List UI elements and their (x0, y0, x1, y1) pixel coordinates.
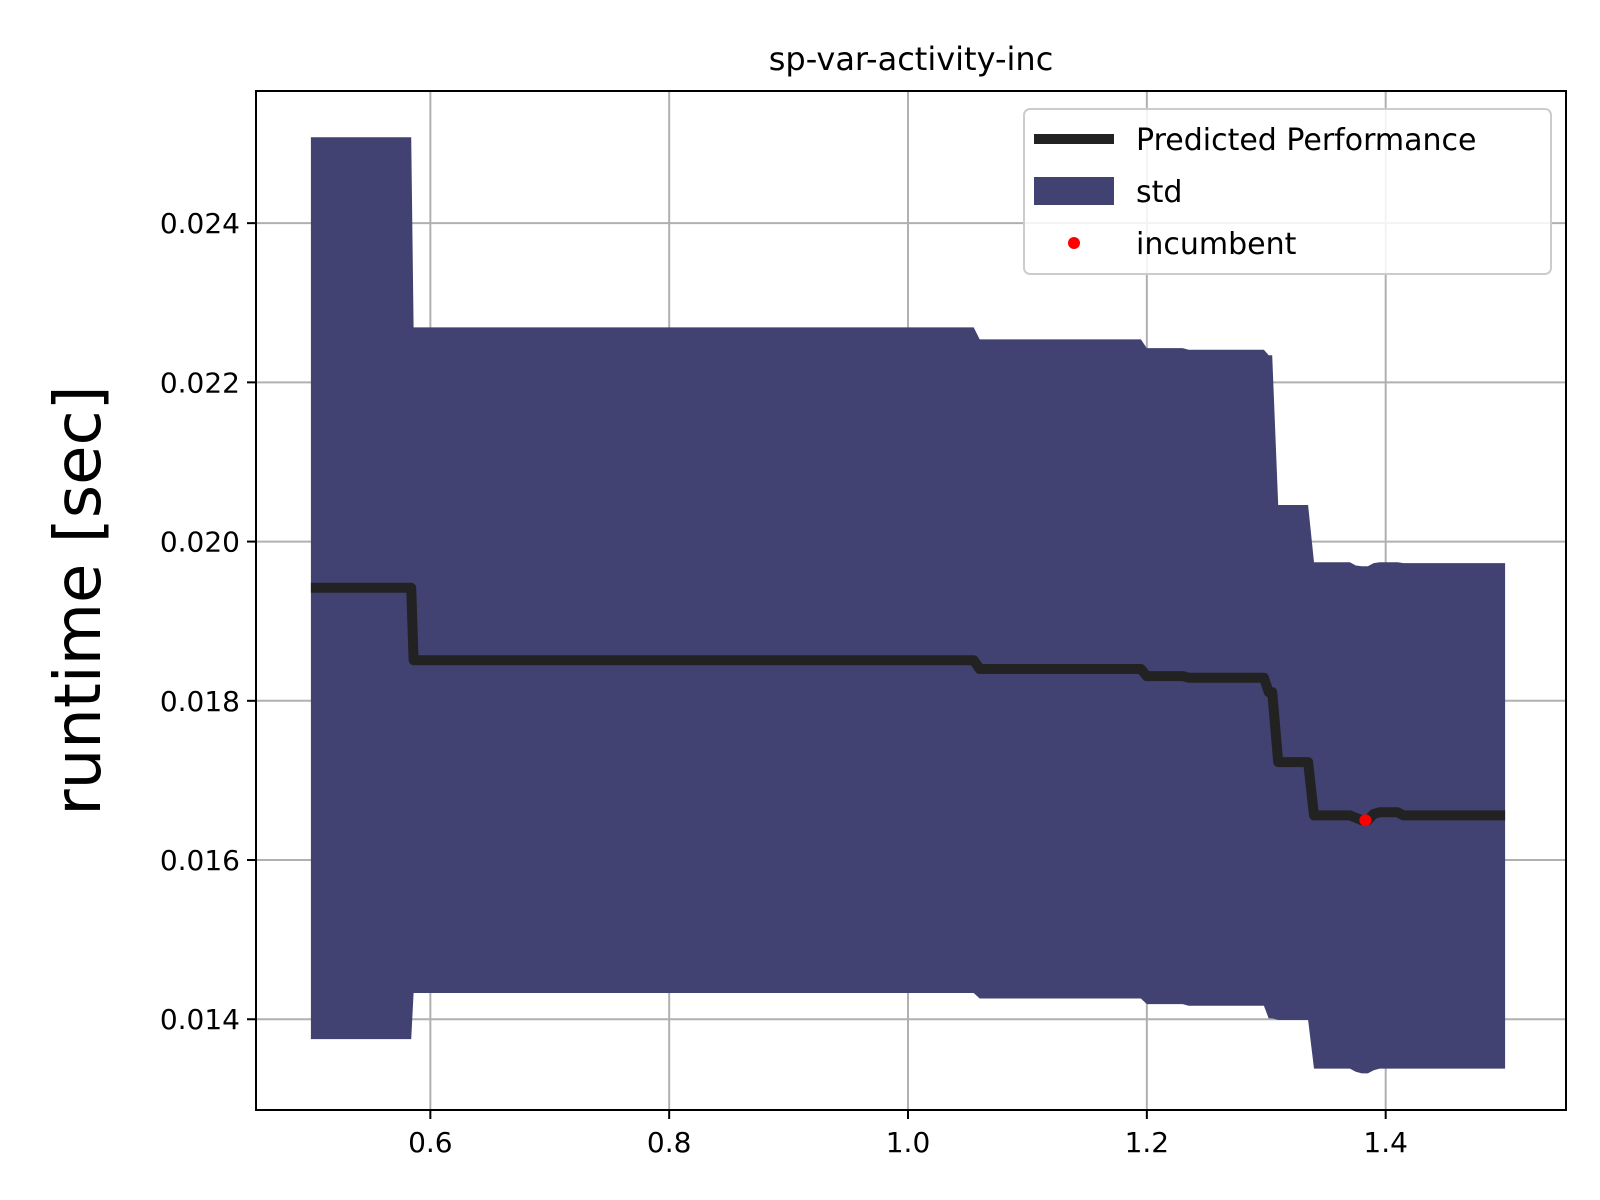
y-tick-label: 0.018 (160, 685, 240, 718)
y-tick-label: 0.024 (160, 207, 240, 240)
legend: Predicted Performance std incumbent (1023, 108, 1552, 275)
legend-label: Predicted Performance (1136, 123, 1476, 158)
predicted-performance-line (310, 582, 1506, 826)
axes-frame (255, 90, 1567, 1111)
y-tick-label: 0.014 (160, 1003, 240, 1036)
y-tick-label: 0.022 (160, 366, 240, 399)
legend-label: std (1136, 175, 1182, 210)
x-tick-label: 0.8 (647, 1126, 692, 1159)
y-tick-label: 0.016 (160, 844, 240, 877)
legend-label: incumbent (1136, 227, 1297, 262)
x-tick-label: 1.4 (1363, 1126, 1408, 1159)
legend-point-swatch (1068, 237, 1080, 249)
std-band (310, 137, 1506, 1074)
x-tick-label: 0.6 (408, 1126, 453, 1159)
x-axis: 0.6 0.8 1.0 1.2 1.4 (408, 1110, 1408, 1159)
legend-box (1023, 108, 1552, 275)
y-tick-label: 0.020 (160, 526, 240, 559)
legend-band-swatch (1034, 177, 1114, 205)
plot-area (310, 137, 1506, 1074)
y-axis: 0.014 0.016 0.018 0.020 0.022 0.024 (160, 207, 256, 1036)
y-axis-label: runtime [sec] (42, 385, 116, 815)
x-tick-label: 1.0 (886, 1126, 931, 1159)
incumbent-point (1359, 814, 1372, 827)
chart-title: sp-var-activity-inc (769, 40, 1054, 78)
x-tick-label: 1.2 (1125, 1126, 1170, 1159)
